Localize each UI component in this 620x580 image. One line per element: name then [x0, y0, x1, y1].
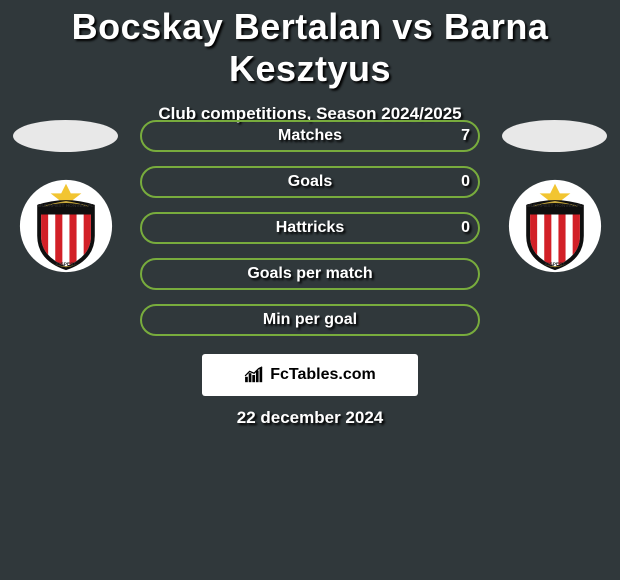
stat-value-right: 0	[461, 166, 470, 198]
stat-label: Hattricks	[140, 212, 480, 244]
stat-row: Matches 7	[0, 120, 620, 152]
stat-row: Hattricks 0	[0, 212, 620, 244]
stats-area: Matches 7 Goals 0 Hattricks 0 Goals per …	[0, 120, 620, 350]
stat-label: Goals per match	[140, 258, 480, 290]
attribution-badge: FcTables.com	[202, 354, 418, 396]
stat-row: Goals 0	[0, 166, 620, 198]
stat-row: Min per goal	[0, 304, 620, 336]
stat-label: Goals	[140, 166, 480, 198]
stat-value-right: 0	[461, 212, 470, 244]
stat-label: Min per goal	[140, 304, 480, 336]
stat-value-right: 7	[461, 120, 470, 152]
bar-chart-icon	[244, 366, 266, 384]
stat-row: Goals per match	[0, 258, 620, 290]
page-title: Bocskay Bertalan vs Barna Kesztyus	[0, 0, 620, 90]
stat-label: Matches	[140, 120, 480, 152]
generated-date: 22 december 2024	[0, 408, 620, 428]
attribution-text: FcTables.com	[270, 366, 376, 384]
